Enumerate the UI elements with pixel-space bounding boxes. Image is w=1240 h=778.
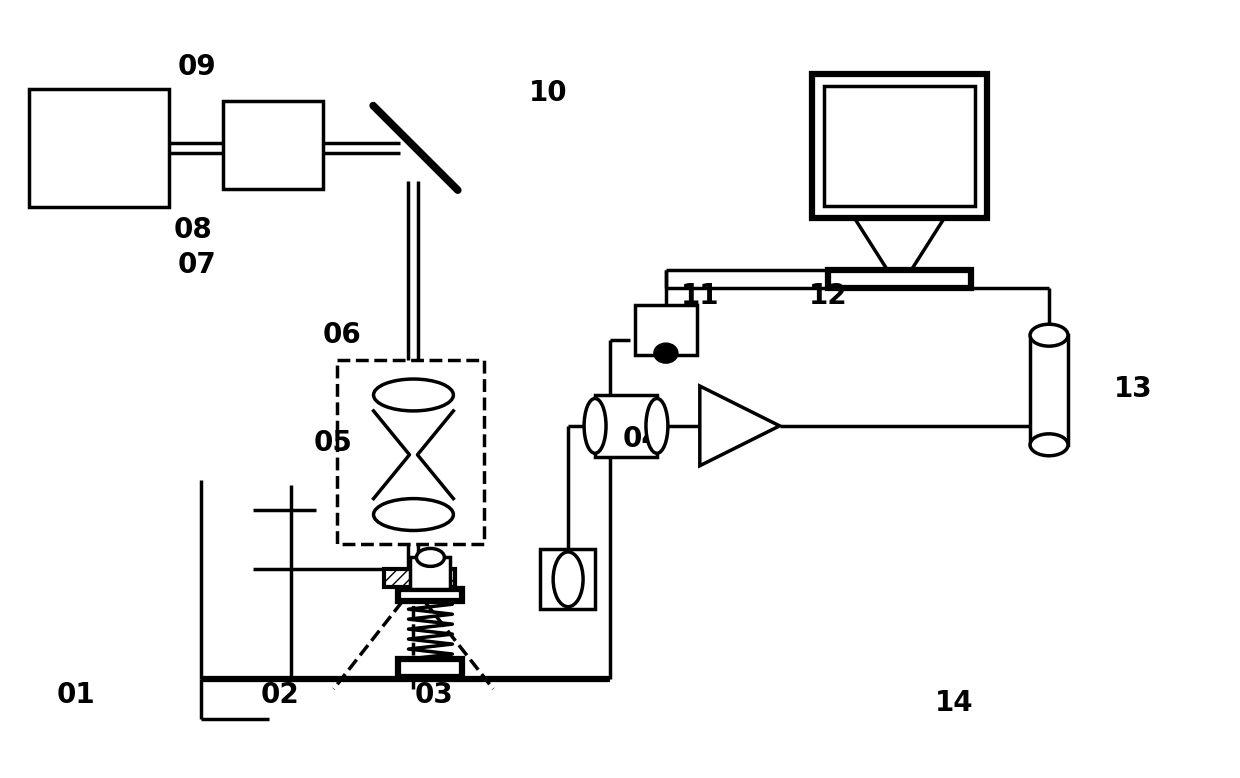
- Bar: [410, 557, 450, 589]
- Ellipse shape: [553, 552, 583, 607]
- Bar: [223, 101, 322, 189]
- Bar: [398, 659, 463, 677]
- Ellipse shape: [584, 398, 606, 454]
- Text: 12: 12: [808, 282, 847, 310]
- Ellipse shape: [646, 398, 668, 454]
- Text: 08: 08: [174, 216, 212, 244]
- Bar: [635, 305, 697, 355]
- Ellipse shape: [373, 499, 454, 531]
- Ellipse shape: [1030, 324, 1068, 346]
- Polygon shape: [699, 386, 780, 466]
- Text: 01: 01: [56, 682, 95, 710]
- Text: 09: 09: [177, 53, 216, 81]
- Text: 02: 02: [260, 682, 299, 710]
- Text: 06: 06: [322, 321, 361, 349]
- Text: 04: 04: [622, 426, 662, 454]
- Text: 03: 03: [415, 682, 454, 710]
- Text: 13: 13: [1114, 375, 1153, 403]
- Bar: [812, 74, 987, 218]
- Bar: [30, 89, 169, 207]
- Text: 05: 05: [314, 429, 352, 457]
- Text: 07: 07: [177, 251, 216, 279]
- Text: 11: 11: [681, 282, 719, 310]
- Ellipse shape: [417, 548, 444, 566]
- Ellipse shape: [1030, 434, 1068, 456]
- Text: 14: 14: [935, 689, 973, 717]
- Bar: [1030, 335, 1068, 445]
- Bar: [827, 270, 971, 288]
- Ellipse shape: [655, 344, 677, 362]
- Text: 10: 10: [529, 79, 568, 107]
- Bar: [541, 549, 595, 609]
- Bar: [595, 395, 657, 457]
- Bar: [336, 360, 485, 545]
- Bar: [825, 86, 975, 206]
- Bar: [398, 589, 463, 601]
- Bar: [383, 569, 455, 587]
- Ellipse shape: [373, 379, 454, 411]
